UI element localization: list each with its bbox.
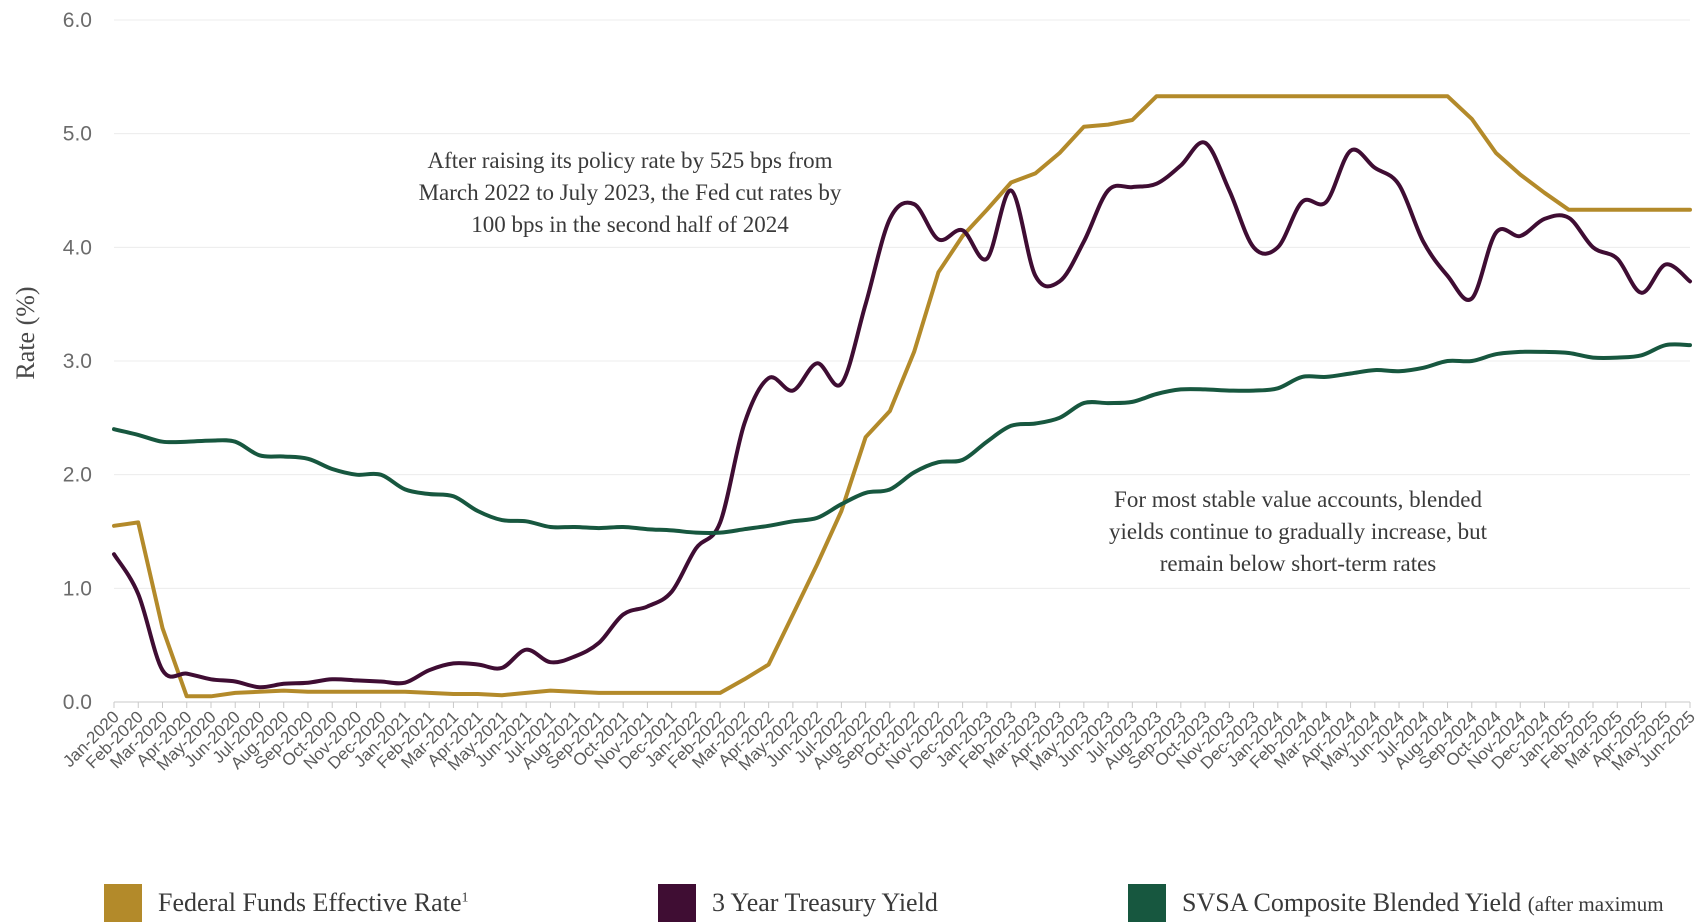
y-tick-label: 4.0 [63,236,92,259]
series-lines [112,94,1692,699]
annotation-line: 100 bps in the second half of 2024 [471,212,789,237]
legend: Federal Funds Effective Rate1 3 Year Tre… [0,884,1701,922]
annotation-fed-policy: After raising its policy rate by 525 bps… [419,148,842,237]
annotation-stable-value: For most stable value accounts, blended y… [1109,487,1488,576]
series-line-treasury [112,140,1692,690]
legend-label-svsa: SVSA Composite Blended Yield [1182,888,1522,917]
y-axis-label: Rate (%) [11,286,40,379]
annotation-line: remain below short-term rates [1160,551,1437,576]
legend-swatch-fed-funds [104,884,142,922]
y-tick-label: 1.0 [63,577,92,600]
y-tick-label: 3.0 [63,350,92,373]
footnote-marker: 1 [461,890,469,906]
legend-swatch-treasury [658,884,696,922]
y-axis-ticks: 0.0 1.0 2.0 3.0 4.0 5.0 6.0 [63,9,92,714]
annotation-line: March 2022 to July 2023, the Fed cut rat… [419,180,842,205]
y-tick-label: 6.0 [63,9,92,32]
annotation-line: yields continue to gradually increase, b… [1109,519,1488,544]
y-tick-label: 5.0 [63,123,92,146]
y-tick-label: 2.0 [63,464,92,487]
legend-item-treasury: 3 Year Treasury Yield [658,884,938,922]
series-line-fed-funds [112,94,1692,699]
legend-label-treasury: 3 Year Treasury Yield [712,888,938,917]
annotations: After raising its policy rate by 525 bps… [419,148,1488,576]
x-axis-ticks: Jan-2020Feb-2020Mar-2020Apr-2020May-2020… [59,702,1699,774]
legend-label-fed-funds: Federal Funds Effective Rate [158,888,462,917]
legend-item-svsa: SVSA Composite Blended Yield (after maxi… [1128,884,1664,922]
y-tick-label: 0.0 [63,691,92,714]
legend-swatch-svsa [1128,884,1166,922]
annotation-line: After raising its policy rate by 525 bps… [428,148,833,173]
series-line-svsa [112,342,1692,535]
legend-note-svsa: (after maximum [1527,892,1664,916]
legend-item-fed-funds: Federal Funds Effective Rate1 [104,884,468,922]
annotation-line: For most stable value accounts, blended [1114,487,1482,512]
